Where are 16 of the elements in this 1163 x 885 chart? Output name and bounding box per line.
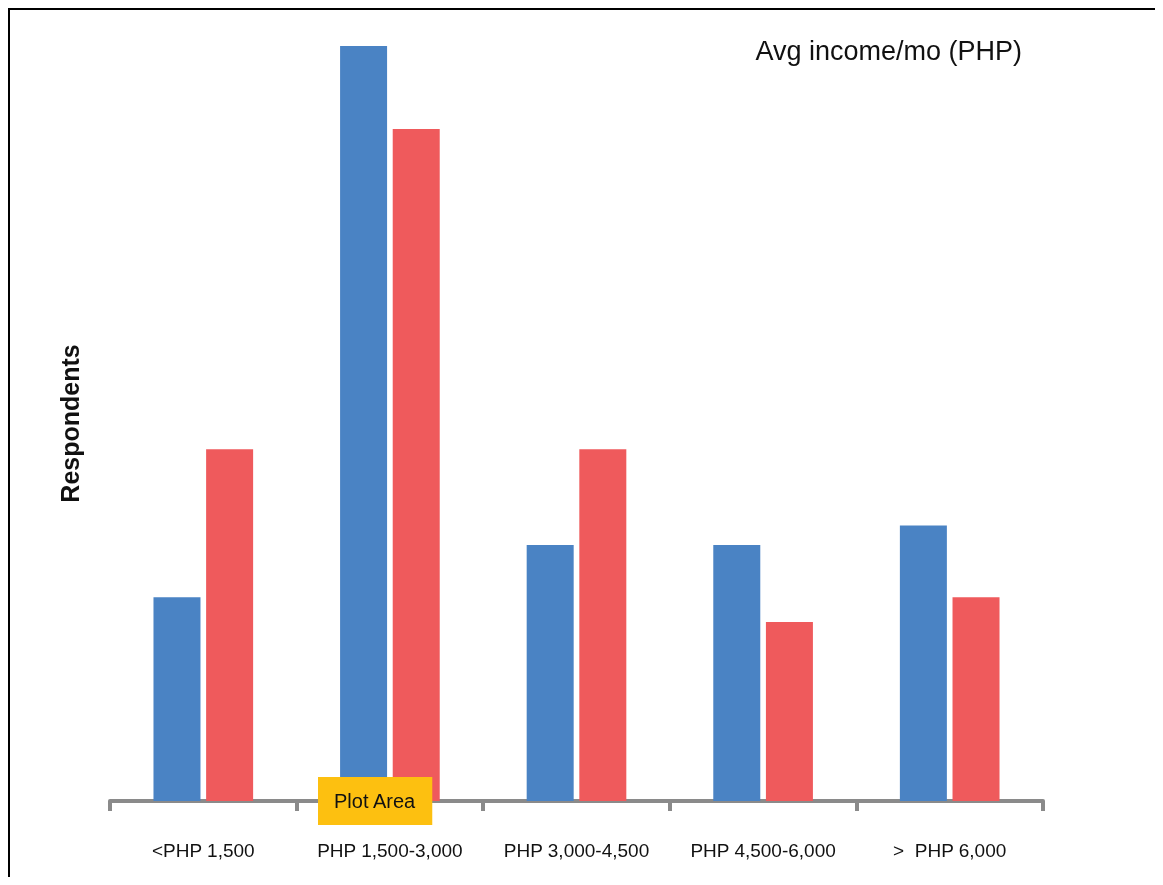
chart-title: Avg income/mo (PHP) [755, 35, 1023, 66]
x-tick-label: PHP 1,500-3,000 [317, 840, 463, 861]
bar [579, 449, 627, 801]
bar [713, 545, 761, 801]
bar [765, 622, 813, 801]
x-tick-label: PHP 4,500-6,000 [690, 840, 836, 861]
bar [952, 597, 1000, 801]
x-tick-label: > PHP 6,000 [893, 840, 1007, 861]
annotation: Plot Area [334, 790, 417, 812]
x-tick-label: PHP 3,000-4,500 [503, 840, 650, 861]
bar [153, 597, 201, 801]
bar [206, 449, 254, 801]
x-tick-label: <PHP 1,500 [151, 840, 255, 861]
y-axis-title: Respondents [55, 344, 84, 503]
bar [526, 545, 574, 801]
bar [899, 525, 947, 801]
